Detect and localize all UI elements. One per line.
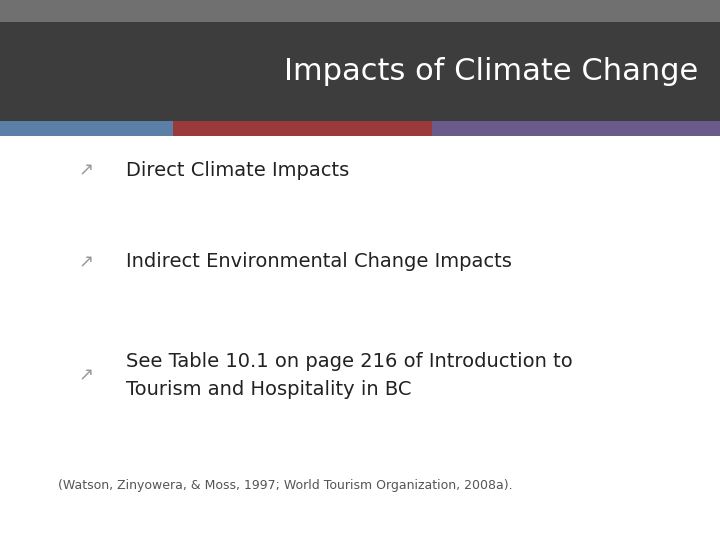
Text: See Table 10.1 on page 216 of Introduction to
Tourism and Hospitality in BC: See Table 10.1 on page 216 of Introducti… <box>126 352 572 399</box>
Text: ↗: ↗ <box>78 253 94 271</box>
Text: ↗: ↗ <box>78 366 94 384</box>
Bar <box>432 121 720 136</box>
Bar <box>0 22 720 122</box>
Text: (Watson, Zinyowera, & Moss, 1997; World Tourism Organization, 2008a).: (Watson, Zinyowera, & Moss, 1997; World … <box>58 480 512 492</box>
Bar <box>173 121 432 136</box>
Text: Direct Climate Impacts: Direct Climate Impacts <box>126 160 349 180</box>
Text: ↗: ↗ <box>78 161 94 179</box>
Bar <box>0 0 720 24</box>
Text: Impacts of Climate Change: Impacts of Climate Change <box>284 57 698 86</box>
Bar <box>0 121 173 136</box>
Text: Indirect Environmental Change Impacts: Indirect Environmental Change Impacts <box>126 252 512 272</box>
